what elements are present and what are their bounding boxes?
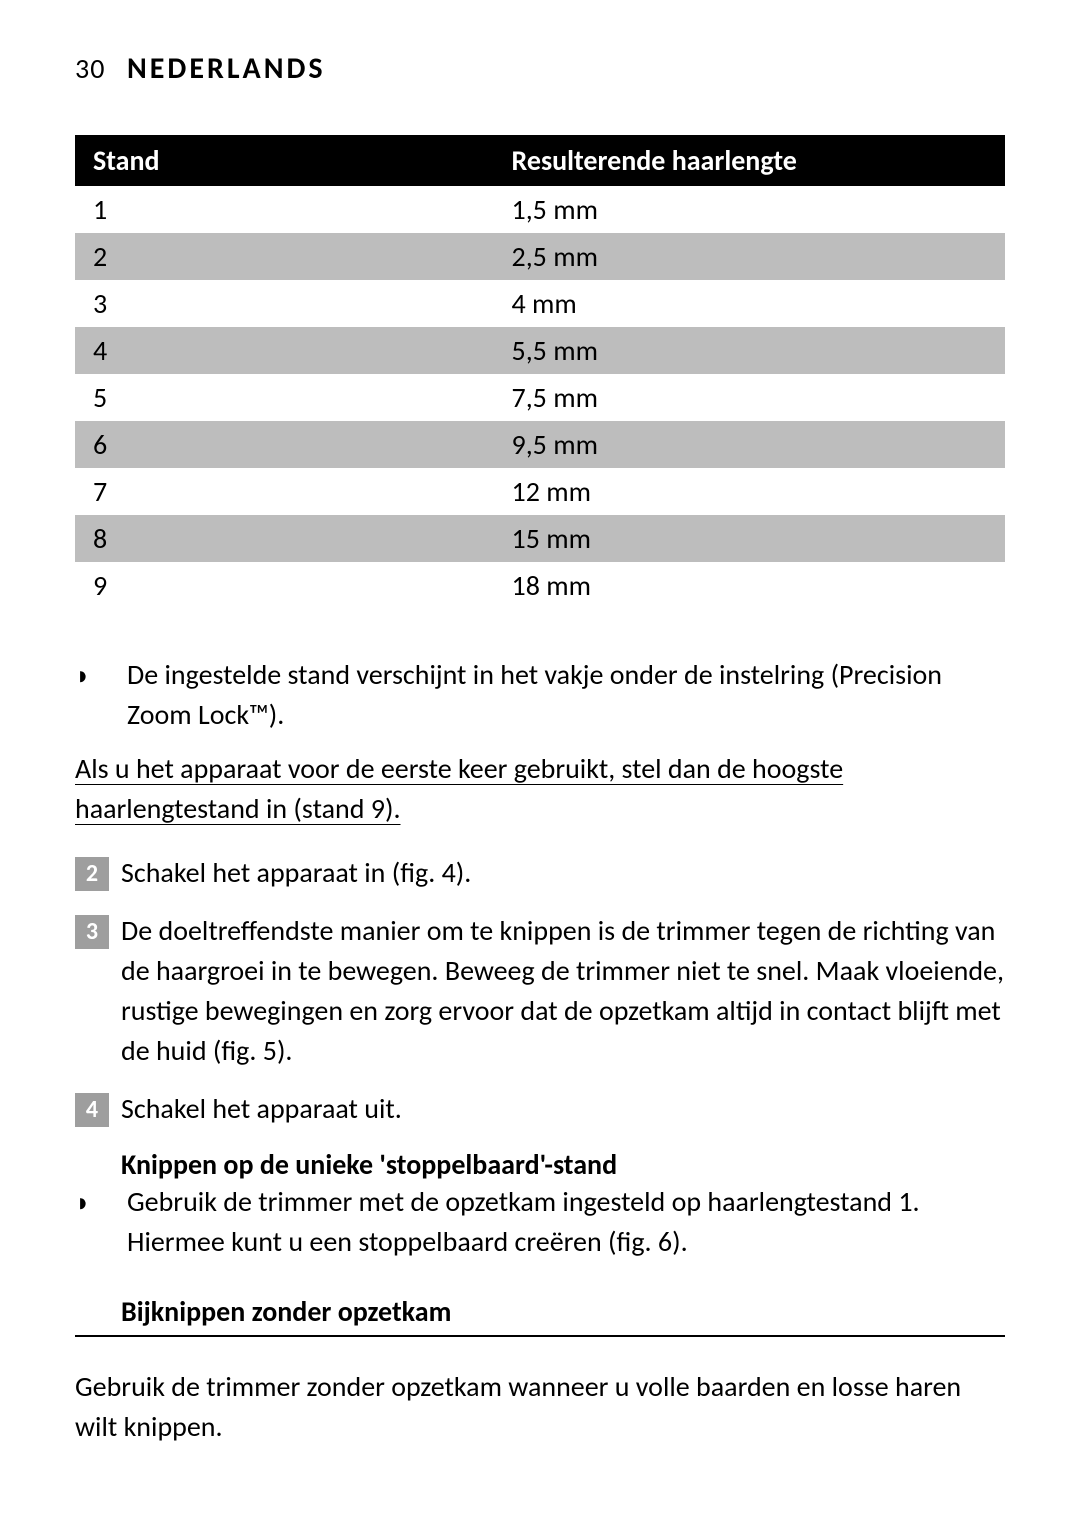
table-row: 69,5 mm [75,421,1005,468]
cell-stand: 8 [75,515,494,562]
bullet-item: ◗ Gebruik de trimmer met de opzetkam ing… [75,1182,1005,1262]
tip-paragraph: Als u het apparaat voor de eerste keer g… [75,749,1005,829]
table-row: 34 mm [75,280,1005,327]
cell-stand: 3 [75,280,494,327]
body-paragraph: Gebruik de trimmer zonder opzetkam wanne… [75,1367,1005,1447]
step-item: 4 Schakel het apparaat uit. [75,1089,1005,1129]
table-row: 22,5 mm [75,233,1005,280]
sub-heading-stubble: Knippen op de unieke 'stoppelbaard'-stan… [121,1147,1005,1182]
bullet-text: Gebruik de trimmer met de opzetkam inges… [127,1182,1005,1262]
cell-stand: 4 [75,327,494,374]
cell-stand: 6 [75,421,494,468]
bullet-text: De ingestelde stand verschijnt in het va… [127,655,1005,735]
bullet-icon: ◗ [75,655,127,693]
cell-result: 12 mm [494,468,1006,515]
col-header-result: Resulterende haarlengte [494,135,1006,186]
cell-result: 4 mm [494,280,1006,327]
page-header: 30 NEDERLANDS [75,50,1005,87]
step-number-badge: 2 [75,857,109,891]
cell-stand: 1 [75,186,494,233]
cell-result: 15 mm [494,515,1006,562]
step-text: Schakel het apparaat uit. [121,1089,1005,1129]
cell-stand: 9 [75,562,494,609]
table-header-row: Stand Resulterende haarlengte [75,135,1005,186]
cell-result: 1,5 mm [494,186,1006,233]
table-row: 712 mm [75,468,1005,515]
cell-stand: 2 [75,233,494,280]
cell-stand: 5 [75,374,494,421]
step-item: 3 De doeltreffendste manier om te knippe… [75,911,1005,1071]
cell-result: 9,5 mm [494,421,1006,468]
step-number-badge: 3 [75,915,109,949]
step-text: De doeltreffendste manier om te knippen … [121,911,1005,1071]
table-row: 11,5 mm [75,186,1005,233]
cell-result: 18 mm [494,562,1006,609]
cell-result: 5,5 mm [494,327,1006,374]
bullet-icon: ◗ [75,1182,127,1220]
cell-result: 2,5 mm [494,233,1006,280]
language-title: NEDERLANDS [127,50,326,87]
table-row: 815 mm [75,515,1005,562]
bullet-item: ◗ De ingestelde stand verschijnt in het … [75,655,1005,735]
section-heading-row: Bijknippen zonder opzetkam [75,1294,1005,1329]
table-row: 57,5 mm [75,374,1005,421]
step-text: Schakel het apparaat in (fig. 4). [121,853,1005,893]
hair-length-table: Stand Resulterende haarlengte 11,5 mm 22… [75,135,1005,609]
cell-result: 7,5 mm [494,374,1006,421]
cell-stand: 7 [75,468,494,515]
step-number-badge: 4 [75,1093,109,1127]
step-item: 2 Schakel het apparaat in (fig. 4). [75,853,1005,893]
table-row: 45,5 mm [75,327,1005,374]
col-header-stand: Stand [75,135,494,186]
page-number: 30 [75,51,105,86]
section-rule [75,1335,1005,1337]
section-heading-nocomb: Bijknippen zonder opzetkam [121,1294,1005,1329]
table-row: 918 mm [75,562,1005,609]
